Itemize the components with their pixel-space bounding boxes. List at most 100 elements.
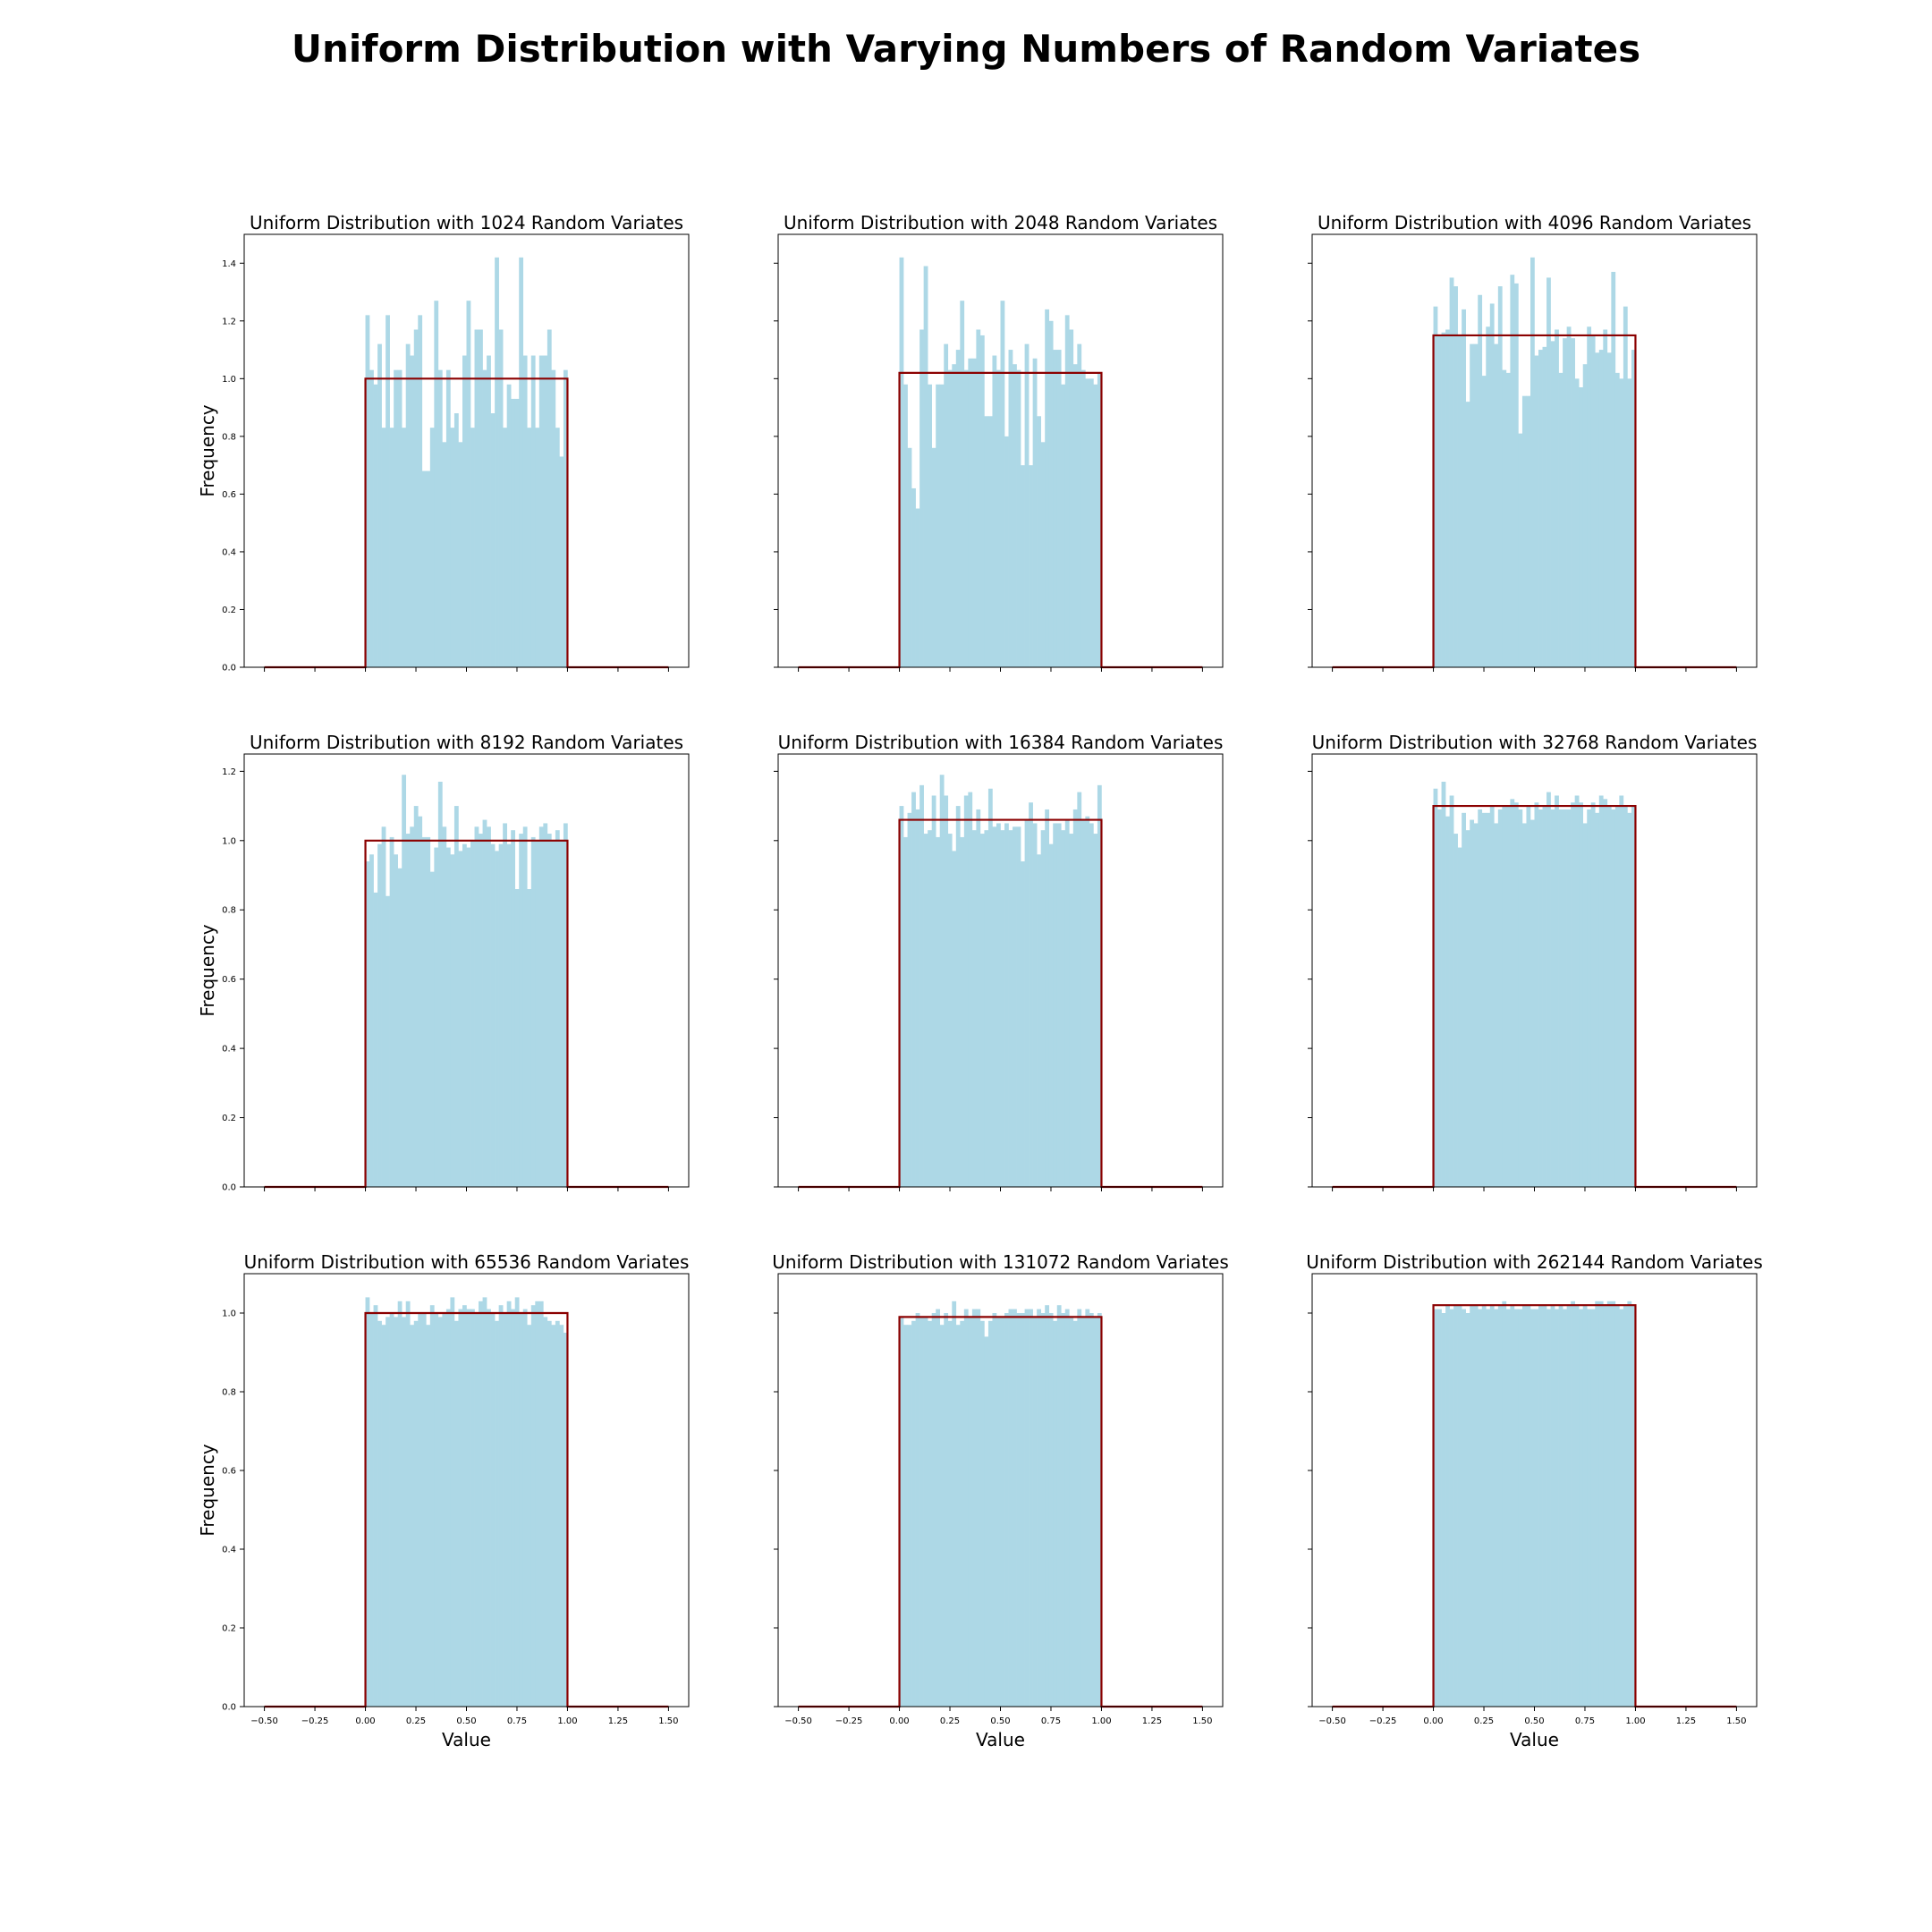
histogram-bar	[1008, 1309, 1013, 1707]
histogram-bar	[1510, 275, 1515, 667]
y-tick-label: 0.2	[222, 606, 236, 615]
histogram-bar	[410, 826, 415, 1187]
histogram-bar	[1486, 812, 1491, 1187]
histogram-bar	[527, 1325, 532, 1707]
histogram-bar	[1085, 816, 1090, 1187]
histogram-bar	[1611, 271, 1616, 667]
histogram-bar	[1037, 1309, 1041, 1707]
histogram-bar	[369, 854, 374, 1187]
histogram-bar	[397, 1301, 402, 1707]
histogram-bar	[381, 826, 386, 1187]
histogram-bar	[1072, 364, 1078, 667]
histogram-bar	[1462, 1309, 1466, 1707]
histogram-bar	[1048, 843, 1054, 1187]
subplot-4: 0.0 0.2 0.4 0.6 0.8 1.0 1.2 Uniform Distributio…	[197, 732, 690, 1193]
y-tick-label: 0.4	[222, 1546, 236, 1555]
x-tick-label: 0.25	[1474, 1716, 1494, 1726]
histogram-bar	[405, 343, 411, 667]
y-axis-label: Frequency	[197, 1444, 218, 1536]
histogram-bar	[1631, 350, 1636, 667]
histogram-bar	[996, 369, 1001, 667]
histogram-bar	[1502, 369, 1507, 667]
histogram-bar	[1530, 819, 1535, 1187]
histogram-bar	[1571, 1301, 1575, 1707]
histogram-bar	[511, 1309, 516, 1707]
histogram-bar	[1489, 806, 1495, 1187]
histogram-bar	[511, 398, 516, 667]
histogram-bar	[939, 775, 945, 1187]
x-tick-label: −0.50	[784, 1716, 812, 1726]
histogram-bar	[1445, 1305, 1450, 1707]
histogram-bar	[426, 836, 431, 1187]
histogram-bar	[1505, 806, 1511, 1187]
histogram-bar	[490, 1313, 496, 1707]
histogram-bar	[1004, 823, 1009, 1187]
histogram-bar	[1489, 1305, 1495, 1707]
histogram-bar	[450, 428, 455, 667]
histogram-bar	[931, 795, 936, 1187]
histogram-bar	[519, 257, 524, 667]
histogram-bar	[1045, 309, 1050, 667]
histogram-bar	[919, 1317, 924, 1707]
histogram-bar	[1080, 1317, 1086, 1707]
histogram-bar	[458, 851, 463, 1187]
y-tick-label: 0.8	[222, 906, 236, 916]
histogram-bar	[1563, 338, 1567, 667]
histogram-bar	[1061, 384, 1066, 667]
y-tick-label: 1.2	[222, 317, 236, 326]
x-tick-label: −0.25	[835, 1716, 863, 1726]
histogram-bar	[1486, 326, 1491, 667]
histogram-bar	[1013, 1309, 1017, 1707]
histogram-bar	[1077, 792, 1082, 1187]
histogram-bar	[1437, 1309, 1442, 1707]
histogram-bar	[976, 329, 981, 667]
histogram-bar	[1093, 1317, 1098, 1707]
histogram-bar	[514, 1297, 520, 1707]
histogram-bar	[1453, 286, 1458, 667]
histogram-bar	[377, 1320, 382, 1707]
histogram-bar	[474, 1313, 479, 1707]
subplot-3: Uniform Distribution with 4096 Random Va…	[1308, 212, 1758, 672]
histogram-bar	[947, 834, 953, 1187]
histogram-bar	[1558, 809, 1563, 1187]
histogram-bar	[527, 428, 532, 667]
histogram-bar	[402, 775, 407, 1187]
histogram-bar	[1085, 378, 1090, 667]
histogram-bar	[495, 257, 499, 667]
histogram-bar	[1077, 343, 1082, 667]
histogram-bar	[377, 343, 382, 667]
histogram-bar	[1558, 372, 1563, 667]
histogram-bar	[1433, 1309, 1438, 1707]
histogram-bar	[955, 1325, 961, 1707]
y-axis-label: Frequency	[197, 924, 218, 1016]
histogram-bar	[1040, 1313, 1046, 1707]
histogram-bar	[1449, 277, 1454, 667]
subplot-7: 0.0 0.2 0.4 0.6 0.8 1.0 −0.50 −0.25 0.00 0.25 0.50…	[197, 1251, 690, 1750]
x-tick-label: 0.75	[1041, 1716, 1061, 1726]
histogram-bar	[915, 809, 920, 1187]
histogram-bar	[1021, 861, 1025, 1187]
histogram-bar	[1048, 320, 1054, 667]
histogram-bar	[386, 895, 390, 1187]
histogram-bar	[928, 830, 932, 1187]
histogram-bar	[1089, 823, 1094, 1187]
histogram-bar	[960, 301, 965, 667]
histogram-bar	[535, 1301, 540, 1707]
histogram-bar	[405, 1301, 411, 1707]
histogram-bar	[923, 266, 928, 667]
histogram-bar	[947, 369, 953, 667]
histogram-bar	[522, 355, 528, 667]
histogram-bar	[1590, 802, 1596, 1187]
histogram-bar	[373, 892, 378, 1187]
x-tick-label: 1.50	[1726, 1716, 1746, 1726]
histogram-bar	[1021, 465, 1025, 667]
histogram-bar	[1566, 809, 1572, 1187]
histogram-bar	[429, 871, 435, 1187]
x-tick-label: 0.50	[1524, 1716, 1544, 1726]
histogram-bar	[1502, 806, 1507, 1187]
subplot-8: −0.50 −0.25 0.00 0.25 0.50 0.75 1.00 1.25 1.50 Un…	[772, 1251, 1229, 1750]
histogram-bar	[1048, 1313, 1054, 1707]
histogram-bar	[1595, 812, 1600, 1187]
histogram-bar	[987, 416, 993, 667]
